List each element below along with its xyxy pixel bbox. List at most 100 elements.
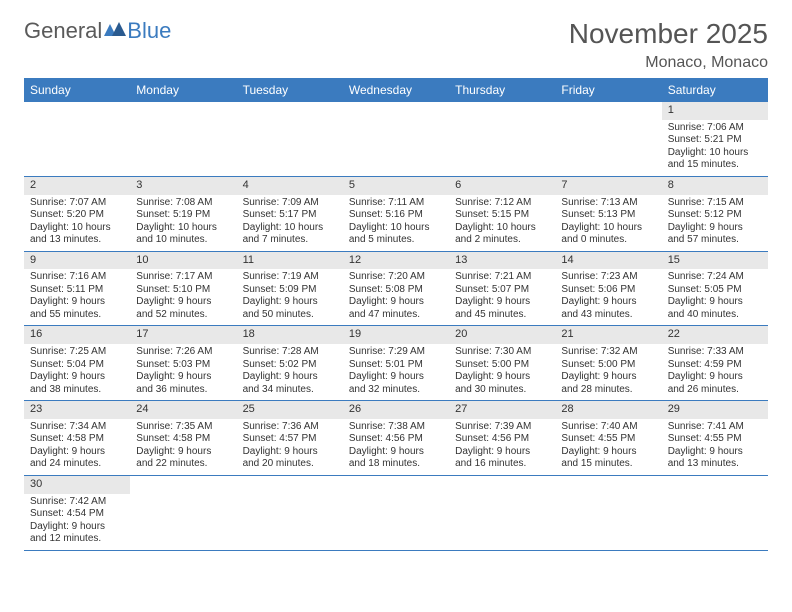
day-info-cell: Sunrise: 7:23 AMSunset: 5:06 PMDaylight:… <box>555 269 661 326</box>
day-sunrise: Sunrise: 7:36 AM <box>243 421 337 434</box>
day-info-cell: Sunrise: 7:09 AMSunset: 5:17 PMDaylight:… <box>237 195 343 252</box>
day-info-cell: Sunrise: 7:39 AMSunset: 4:56 PMDaylight:… <box>449 419 555 476</box>
day-dl1: Daylight: 10 hours <box>349 222 443 235</box>
day-number-cell: 7 <box>555 176 661 194</box>
day-header-row: Sunday Monday Tuesday Wednesday Thursday… <box>24 78 768 102</box>
day-info-cell: Sunrise: 7:13 AMSunset: 5:13 PMDaylight:… <box>555 195 661 252</box>
day-info-cell: Sunrise: 7:15 AMSunset: 5:12 PMDaylight:… <box>662 195 768 252</box>
day-info-cell: Sunrise: 7:36 AMSunset: 4:57 PMDaylight:… <box>237 419 343 476</box>
day-dl1: Daylight: 10 hours <box>136 222 230 235</box>
day-sunrise: Sunrise: 7:33 AM <box>668 346 762 359</box>
day-info-cell <box>449 494 555 551</box>
day-sunrise: Sunrise: 7:16 AM <box>30 271 124 284</box>
day-info-cell: Sunrise: 7:06 AMSunset: 5:21 PMDaylight:… <box>662 120 768 177</box>
day-dl2: and 55 minutes. <box>30 309 124 322</box>
col-thursday: Thursday <box>449 78 555 102</box>
day-sunset: Sunset: 5:20 PM <box>30 209 124 222</box>
day-sunset: Sunset: 5:08 PM <box>349 284 443 297</box>
day-info-cell: Sunrise: 7:30 AMSunset: 5:00 PMDaylight:… <box>449 344 555 401</box>
day-dl1: Daylight: 10 hours <box>561 222 655 235</box>
day-info-cell: Sunrise: 7:20 AMSunset: 5:08 PMDaylight:… <box>343 269 449 326</box>
day-number-cell: 3 <box>130 176 236 194</box>
day-sunset: Sunset: 5:19 PM <box>136 209 230 222</box>
day-dl1: Daylight: 9 hours <box>561 296 655 309</box>
day-number-cell: 20 <box>449 326 555 344</box>
day-dl2: and 24 minutes. <box>30 458 124 471</box>
day-sunset: Sunset: 4:57 PM <box>243 433 337 446</box>
day-sunset: Sunset: 4:58 PM <box>30 433 124 446</box>
day-number-cell: 13 <box>449 251 555 269</box>
day-dl2: and 18 minutes. <box>349 458 443 471</box>
day-sunset: Sunset: 4:56 PM <box>349 433 443 446</box>
day-sunrise: Sunrise: 7:11 AM <box>349 197 443 210</box>
day-info-cell: Sunrise: 7:38 AMSunset: 4:56 PMDaylight:… <box>343 419 449 476</box>
day-dl2: and 15 minutes. <box>668 159 762 172</box>
day-sunrise: Sunrise: 7:07 AM <box>30 197 124 210</box>
day-dl1: Daylight: 9 hours <box>30 371 124 384</box>
day-number-cell <box>662 475 768 493</box>
day-info-cell: Sunrise: 7:25 AMSunset: 5:04 PMDaylight:… <box>24 344 130 401</box>
day-sunrise: Sunrise: 7:40 AM <box>561 421 655 434</box>
day-info-cell: Sunrise: 7:42 AMSunset: 4:54 PMDaylight:… <box>24 494 130 551</box>
day-sunset: Sunset: 5:05 PM <box>668 284 762 297</box>
day-dl2: and 43 minutes. <box>561 309 655 322</box>
day-dl2: and 13 minutes. <box>30 234 124 247</box>
day-dl1: Daylight: 9 hours <box>668 296 762 309</box>
day-sunrise: Sunrise: 7:13 AM <box>561 197 655 210</box>
day-sunrise: Sunrise: 7:20 AM <box>349 271 443 284</box>
day-number-cell <box>237 102 343 120</box>
day-dl2: and 30 minutes. <box>455 384 549 397</box>
day-info-cell <box>343 120 449 177</box>
day-info-cell <box>449 120 555 177</box>
daynum-row: 1 <box>24 102 768 120</box>
day-sunset: Sunset: 5:04 PM <box>30 359 124 372</box>
day-dl1: Daylight: 9 hours <box>668 446 762 459</box>
day-dl2: and 38 minutes. <box>30 384 124 397</box>
day-info-cell: Sunrise: 7:12 AMSunset: 5:15 PMDaylight:… <box>449 195 555 252</box>
day-number-cell: 21 <box>555 326 661 344</box>
day-info-cell: Sunrise: 7:19 AMSunset: 5:09 PMDaylight:… <box>237 269 343 326</box>
day-dl2: and 7 minutes. <box>243 234 337 247</box>
day-dl1: Daylight: 9 hours <box>243 296 337 309</box>
day-number-cell: 1 <box>662 102 768 120</box>
day-info-cell <box>555 494 661 551</box>
day-number-cell: 11 <box>237 251 343 269</box>
day-dl2: and 40 minutes. <box>668 309 762 322</box>
day-info-cell <box>662 494 768 551</box>
day-number-cell <box>555 102 661 120</box>
day-dl1: Daylight: 9 hours <box>668 222 762 235</box>
day-number-cell: 15 <box>662 251 768 269</box>
day-sunrise: Sunrise: 7:09 AM <box>243 197 337 210</box>
day-sunset: Sunset: 5:12 PM <box>668 209 762 222</box>
day-info-cell: Sunrise: 7:17 AMSunset: 5:10 PMDaylight:… <box>130 269 236 326</box>
day-number-cell: 9 <box>24 251 130 269</box>
day-number-cell: 18 <box>237 326 343 344</box>
day-number-cell: 19 <box>343 326 449 344</box>
day-number-cell: 26 <box>343 401 449 419</box>
day-sunrise: Sunrise: 7:25 AM <box>30 346 124 359</box>
day-number-cell: 4 <box>237 176 343 194</box>
day-sunset: Sunset: 5:21 PM <box>668 134 762 147</box>
day-number-cell: 8 <box>662 176 768 194</box>
info-row: Sunrise: 7:42 AMSunset: 4:54 PMDaylight:… <box>24 494 768 551</box>
day-dl1: Daylight: 10 hours <box>668 147 762 160</box>
day-sunset: Sunset: 5:15 PM <box>455 209 549 222</box>
day-dl1: Daylight: 9 hours <box>561 446 655 459</box>
day-sunset: Sunset: 4:56 PM <box>455 433 549 446</box>
day-info-cell: Sunrise: 7:21 AMSunset: 5:07 PMDaylight:… <box>449 269 555 326</box>
day-sunset: Sunset: 5:16 PM <box>349 209 443 222</box>
day-dl2: and 47 minutes. <box>349 309 443 322</box>
info-row: Sunrise: 7:07 AMSunset: 5:20 PMDaylight:… <box>24 195 768 252</box>
day-info-cell: Sunrise: 7:40 AMSunset: 4:55 PMDaylight:… <box>555 419 661 476</box>
day-info-cell <box>130 494 236 551</box>
day-number-cell: 24 <box>130 401 236 419</box>
daynum-row: 2345678 <box>24 176 768 194</box>
day-dl1: Daylight: 9 hours <box>349 446 443 459</box>
day-number-cell: 27 <box>449 401 555 419</box>
day-dl1: Daylight: 10 hours <box>30 222 124 235</box>
day-sunrise: Sunrise: 7:19 AM <box>243 271 337 284</box>
day-info-cell: Sunrise: 7:26 AMSunset: 5:03 PMDaylight:… <box>130 344 236 401</box>
day-info-cell: Sunrise: 7:24 AMSunset: 5:05 PMDaylight:… <box>662 269 768 326</box>
day-info-cell <box>237 494 343 551</box>
col-tuesday: Tuesday <box>237 78 343 102</box>
